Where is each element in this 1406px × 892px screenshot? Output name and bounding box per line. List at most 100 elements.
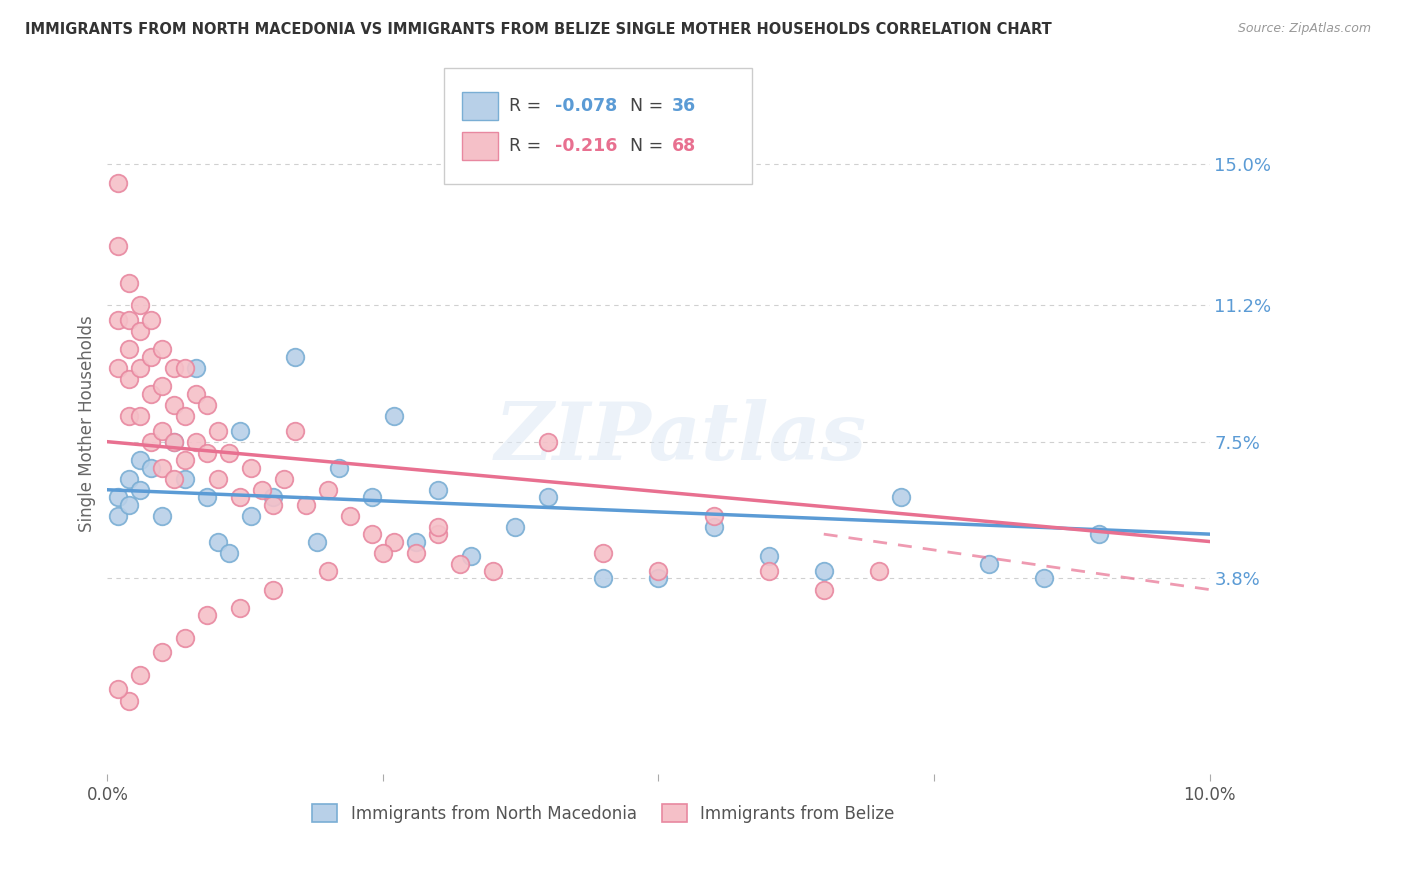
Point bbox=[218, 446, 240, 460]
Point bbox=[118, 343, 141, 357]
Point bbox=[482, 564, 505, 578]
Point bbox=[228, 424, 250, 438]
Point bbox=[152, 343, 174, 357]
Point bbox=[405, 546, 427, 560]
Point bbox=[195, 446, 218, 460]
FancyBboxPatch shape bbox=[443, 69, 752, 185]
Point bbox=[195, 490, 218, 504]
Point bbox=[152, 424, 174, 438]
Point bbox=[537, 434, 560, 449]
Point bbox=[118, 372, 141, 386]
Point bbox=[173, 360, 195, 375]
Point bbox=[152, 460, 174, 475]
Point bbox=[118, 409, 141, 423]
Legend: Immigrants from North Macedonia, Immigrants from Belize: Immigrants from North Macedonia, Immigra… bbox=[305, 797, 901, 830]
Point bbox=[184, 386, 207, 401]
FancyBboxPatch shape bbox=[463, 92, 498, 120]
Text: -0.078: -0.078 bbox=[555, 96, 617, 115]
Point bbox=[1033, 572, 1056, 586]
Point bbox=[1088, 527, 1111, 541]
Point bbox=[316, 483, 339, 497]
Point bbox=[813, 564, 835, 578]
Point bbox=[207, 534, 229, 549]
Point bbox=[173, 472, 195, 486]
Point bbox=[294, 498, 316, 512]
Point bbox=[228, 601, 250, 615]
Point bbox=[305, 534, 328, 549]
Point bbox=[228, 490, 250, 504]
Point bbox=[813, 582, 835, 597]
Point bbox=[129, 667, 152, 681]
Point bbox=[107, 238, 129, 252]
Point bbox=[427, 520, 450, 534]
Point bbox=[449, 557, 471, 571]
Point bbox=[647, 564, 669, 578]
Point bbox=[316, 564, 339, 578]
Point bbox=[118, 312, 141, 326]
Point bbox=[162, 472, 184, 486]
Point bbox=[141, 434, 163, 449]
Point bbox=[218, 546, 240, 560]
Point bbox=[129, 483, 152, 497]
Point bbox=[173, 631, 195, 645]
Point bbox=[118, 693, 141, 707]
Text: Source: ZipAtlas.com: Source: ZipAtlas.com bbox=[1237, 22, 1371, 36]
Point bbox=[371, 546, 394, 560]
Point bbox=[162, 434, 184, 449]
Point bbox=[382, 409, 405, 423]
Point bbox=[273, 472, 295, 486]
Point bbox=[592, 546, 614, 560]
Text: N =: N = bbox=[619, 136, 668, 154]
Point bbox=[173, 453, 195, 467]
Point bbox=[107, 360, 129, 375]
Point bbox=[328, 460, 350, 475]
Point bbox=[262, 498, 284, 512]
Point bbox=[107, 490, 129, 504]
Point bbox=[427, 527, 450, 541]
Point bbox=[118, 276, 141, 290]
FancyBboxPatch shape bbox=[463, 132, 498, 160]
Point bbox=[361, 490, 384, 504]
Point bbox=[107, 312, 129, 326]
Point bbox=[129, 324, 152, 338]
Point bbox=[129, 453, 152, 467]
Point bbox=[107, 682, 129, 697]
Point bbox=[141, 312, 163, 326]
Point bbox=[262, 490, 284, 504]
Point bbox=[141, 460, 163, 475]
Point bbox=[250, 483, 273, 497]
Point bbox=[118, 472, 141, 486]
Point bbox=[339, 508, 361, 523]
Point bbox=[129, 409, 152, 423]
Point bbox=[118, 498, 141, 512]
Point bbox=[284, 350, 307, 364]
Point bbox=[703, 520, 725, 534]
Point bbox=[647, 572, 669, 586]
Text: 68: 68 bbox=[672, 136, 696, 154]
Point bbox=[537, 490, 560, 504]
Point bbox=[239, 460, 262, 475]
Point bbox=[141, 386, 163, 401]
Point bbox=[184, 360, 207, 375]
Point bbox=[107, 508, 129, 523]
Point bbox=[890, 490, 912, 504]
Point bbox=[107, 176, 129, 190]
Point bbox=[207, 472, 229, 486]
Point bbox=[703, 508, 725, 523]
Point bbox=[503, 520, 526, 534]
Point bbox=[284, 424, 307, 438]
Point bbox=[207, 424, 229, 438]
Point bbox=[758, 564, 780, 578]
Point bbox=[195, 608, 218, 623]
Text: R =: R = bbox=[509, 136, 547, 154]
Point bbox=[129, 360, 152, 375]
Point bbox=[977, 557, 1000, 571]
Text: R =: R = bbox=[509, 96, 547, 115]
Point bbox=[162, 398, 184, 412]
Text: ZIPatlas: ZIPatlas bbox=[495, 399, 866, 476]
Point bbox=[141, 350, 163, 364]
Point bbox=[758, 549, 780, 564]
Point bbox=[361, 527, 384, 541]
Point bbox=[173, 409, 195, 423]
Point bbox=[152, 645, 174, 659]
